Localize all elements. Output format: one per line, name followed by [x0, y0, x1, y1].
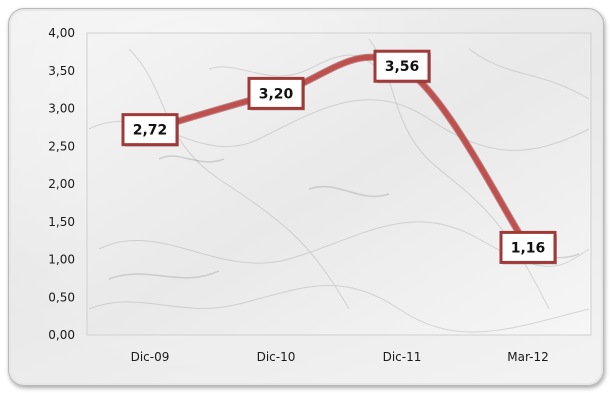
chart-frame: 0,00 0,50 1,00 1,50 2,00 2,50 3,00 3,50 4,00 Dic… — [8, 8, 604, 386]
y-axis: 0,00 0,50 1,00 1,50 2,00 2,50 3,00 3,50 4,00 — [48, 26, 75, 342]
y-tick-label: 3,50 — [48, 64, 75, 78]
x-axis: Dic-09 Dic-10 Dic-11 Mar-12 — [131, 350, 549, 364]
data-label: 1,16 — [501, 232, 557, 264]
y-tick-label: 0,00 — [48, 328, 75, 342]
x-tick-label: Dic-10 — [257, 350, 296, 364]
y-tick-label: 2,50 — [48, 139, 75, 153]
data-label: 3,20 — [249, 78, 305, 110]
data-label-text: 3,20 — [259, 86, 294, 102]
y-tick-label: 1,00 — [48, 253, 75, 267]
y-tick-label: 0,50 — [48, 290, 75, 304]
data-label: 3,56 — [375, 51, 431, 83]
x-tick-label: Dic-09 — [131, 350, 170, 364]
y-tick-label: 2,00 — [48, 177, 75, 191]
data-label-text: 1,16 — [511, 240, 546, 256]
y-tick-label: 3,00 — [48, 102, 75, 116]
x-tick-label: Mar-12 — [507, 350, 548, 364]
plot-area — [87, 33, 591, 335]
y-tick-label: 4,00 — [48, 26, 75, 40]
data-label: 2,72 — [123, 115, 179, 147]
data-label-text: 2,72 — [133, 123, 168, 139]
y-tick-label: 1,50 — [48, 215, 75, 229]
data-label-text: 3,56 — [385, 59, 420, 75]
line-chart: 0,00 0,50 1,00 1,50 2,00 2,50 3,00 3,50 4,00 Dic… — [9, 9, 603, 385]
x-tick-label: Dic-11 — [383, 350, 422, 364]
